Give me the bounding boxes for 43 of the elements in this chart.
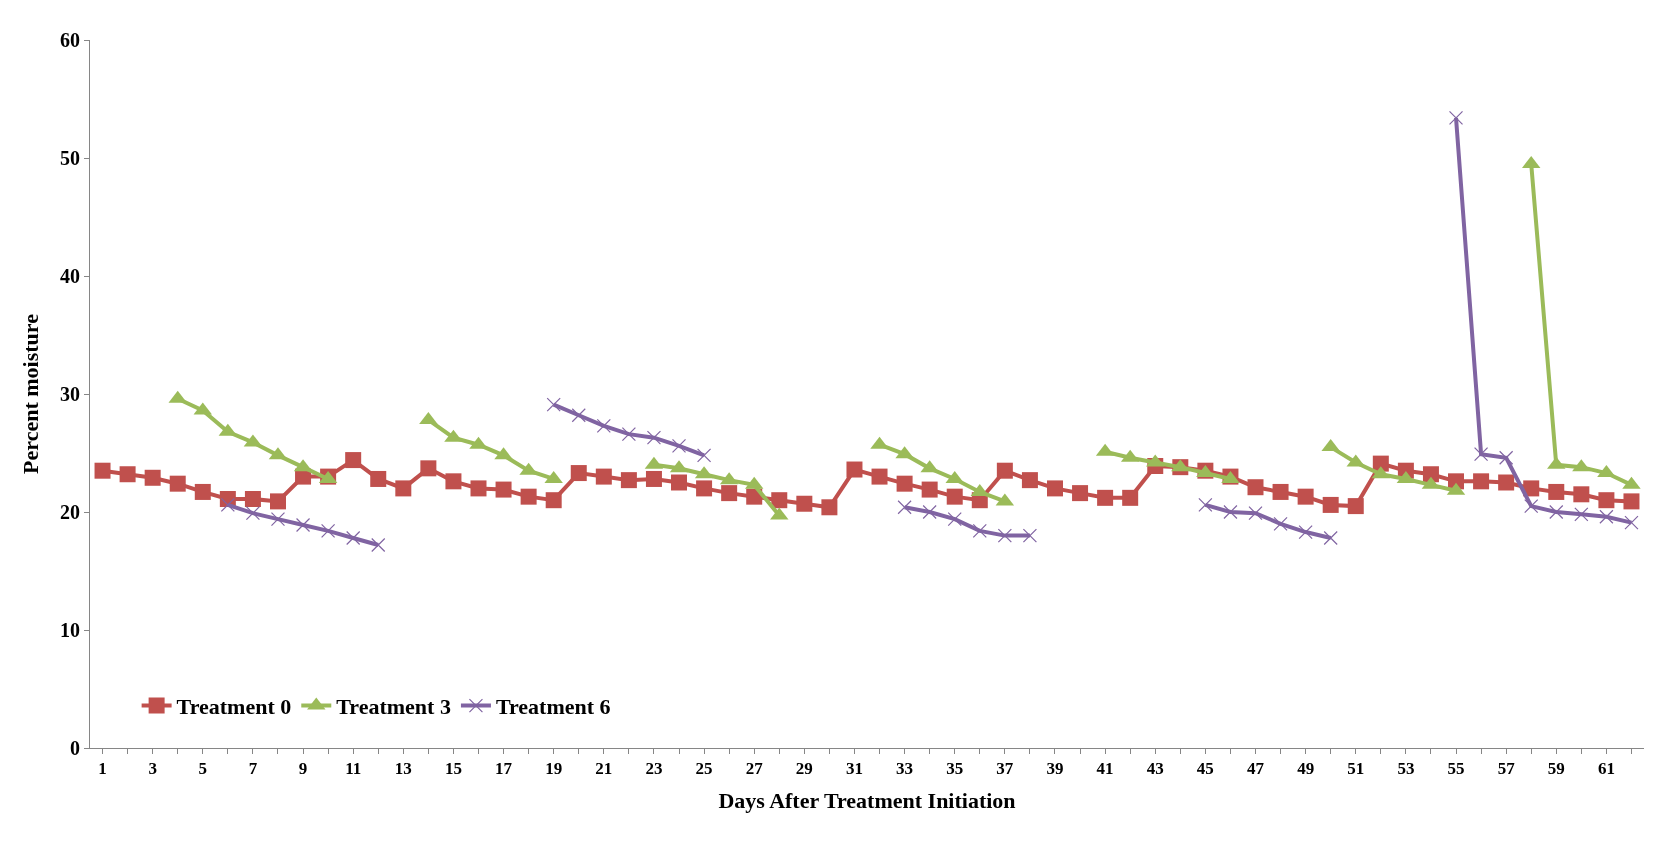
x-tick-label: 31	[845, 759, 863, 779]
legend-label: Treatment 0	[176, 694, 292, 720]
x-tick-label: 39	[1046, 759, 1064, 779]
x-tick-label: 23	[645, 759, 663, 779]
x-tick-label: 43	[1146, 759, 1164, 779]
y-tick-label: 40	[60, 265, 80, 287]
x-tick-label: 25	[695, 759, 713, 779]
x-tick-label: 51	[1347, 759, 1365, 779]
y-axis-title: Percent moisture	[17, 313, 43, 474]
x-tick-label: 21	[595, 759, 613, 779]
x-tick-label: 53	[1397, 759, 1415, 779]
x-tick-label: 33	[896, 759, 914, 779]
x-tick-label: 3	[148, 759, 157, 779]
x-tick-label: 47	[1247, 759, 1265, 779]
x-tick-label: 17	[495, 759, 513, 779]
x-tick-label: 7	[248, 759, 258, 779]
x-tick-label: 11	[345, 759, 362, 779]
y-tick-label: 20	[60, 501, 80, 523]
x-tick-label: 59	[1547, 759, 1565, 779]
x-tick-label: 61	[1597, 759, 1615, 779]
x-tick-label: 19	[545, 759, 563, 779]
x-tick-label: 55	[1447, 759, 1465, 779]
x-tick-label: 35	[946, 759, 964, 779]
y-tick-label: 30	[60, 383, 80, 405]
x-tick-label: 49	[1297, 759, 1315, 779]
x-tick-label: 27	[745, 759, 764, 779]
x-tick-label: 37	[996, 759, 1014, 779]
x-axis-title: Days After Treatment Initiation	[718, 788, 1016, 814]
y-tick-label: 50	[60, 147, 80, 169]
x-tick-label: 29	[795, 759, 813, 779]
legend-label: Treatment 3	[336, 694, 451, 720]
y-tick-label: 0	[70, 737, 80, 759]
legend-label: Treatment 6	[495, 694, 611, 720]
x-tick-label: 1	[98, 759, 107, 779]
x-tick-label: 5	[198, 759, 208, 779]
x-tick-label: 57	[1497, 759, 1516, 779]
x-tick-label: 9	[298, 759, 308, 779]
y-tick-label: 10	[60, 619, 80, 641]
x-tick-label: 45	[1196, 759, 1214, 779]
x-tick-label: 13	[394, 759, 412, 779]
x-tick-label: 41	[1096, 759, 1114, 779]
x-tick-label: 15	[444, 759, 462, 779]
y-tick-label: 60	[60, 29, 80, 51]
